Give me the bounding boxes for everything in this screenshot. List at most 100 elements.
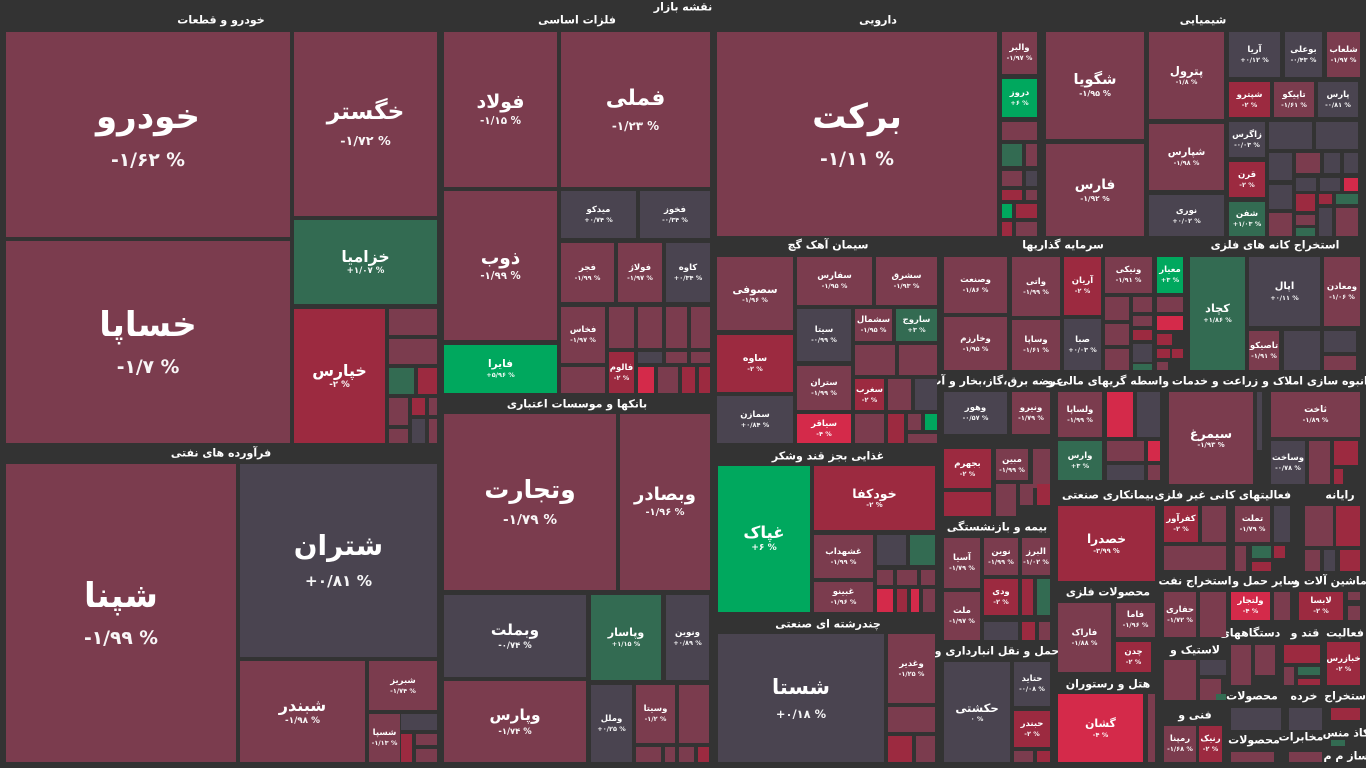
treemap-tile-small[interactable] — [416, 734, 437, 745]
treemap-tile-small[interactable] — [1157, 349, 1170, 358]
treemap-tile[interactable]: البرز -۱/۰۲ % — [1022, 538, 1050, 575]
treemap-tile-small[interactable] — [401, 734, 412, 762]
treemap-tile[interactable]: غشهداب -۱/۹۹ % — [814, 535, 873, 578]
treemap-tile-small[interactable] — [921, 570, 935, 585]
treemap-tile[interactable]: فولاد -۱/۱۵ % — [444, 32, 557, 187]
treemap-tile[interactable]: شبندر -۱/۹۸ % — [240, 661, 365, 762]
treemap-tile[interactable]: خساپا -۱/۷ % — [6, 241, 290, 443]
treemap-tile[interactable]: نوری +۰/۰۲ % — [1149, 195, 1224, 236]
treemap-tile-small[interactable] — [1296, 228, 1315, 236]
treemap-tile-small[interactable] — [1164, 660, 1196, 700]
treemap-tile[interactable]: میدکو +۰/۷۴ % — [561, 191, 636, 238]
treemap-tile[interactable]: خپارس -۲ % — [294, 309, 385, 443]
treemap-tile[interactable]: وصنعت -۱/۸۶ % — [944, 257, 1007, 313]
treemap-tile[interactable]: ونیکی -۱/۹۱ % — [1105, 257, 1152, 293]
treemap-tile[interactable]: فجر -۱/۹۹ % — [561, 243, 614, 302]
treemap-tile-small[interactable] — [1296, 153, 1320, 173]
treemap-tile-small[interactable] — [1344, 178, 1358, 191]
treemap-tile-small[interactable] — [1107, 392, 1133, 437]
treemap-tile-small[interactable] — [1296, 194, 1315, 211]
treemap-tile[interactable]: شتران +۰/۸۱ % — [240, 464, 437, 657]
treemap-tile-small[interactable] — [679, 685, 709, 743]
treemap-tile[interactable]: ودی -۲ % — [984, 579, 1018, 615]
treemap-tile[interactable]: شستا +۰/۱۸ % — [718, 634, 884, 762]
treemap-tile-small[interactable] — [1157, 297, 1183, 312]
treemap-tile[interactable]: ساوه -۲ % — [717, 335, 793, 392]
treemap-tile[interactable]: کفرآور -۲ % — [1164, 506, 1198, 542]
treemap-tile[interactable]: وملل +۰/۲۵ % — [591, 685, 632, 762]
treemap-tile-small[interactable] — [1269, 153, 1292, 180]
treemap-tile-small[interactable] — [1026, 190, 1037, 200]
treemap-tile[interactable]: سیاقر -۴ % — [797, 414, 851, 443]
treemap-tile-small[interactable] — [1137, 392, 1160, 437]
treemap-tile[interactable]: فاراک -۱/۸۸ % — [1058, 603, 1111, 672]
treemap-tile-small[interactable] — [1348, 592, 1360, 600]
treemap-tile-small[interactable] — [1002, 222, 1012, 236]
treemap-tile-small[interactable] — [1002, 122, 1037, 140]
treemap-tile[interactable]: ومعادن -۱/۰۶ % — [1324, 257, 1360, 326]
treemap-tile[interactable]: ساروج +۳ % — [896, 309, 937, 341]
treemap-tile-small[interactable] — [899, 345, 937, 375]
treemap-tile-small[interactable] — [1107, 441, 1144, 461]
treemap-tile[interactable]: سیتا -۰/۹۹ % — [797, 309, 851, 361]
treemap-tile-small[interactable] — [666, 307, 687, 348]
treemap-tile-small[interactable] — [1298, 679, 1320, 685]
treemap-tile-small[interactable] — [699, 367, 710, 393]
treemap-tile-small[interactable] — [1305, 550, 1320, 571]
treemap-tile-small[interactable] — [1026, 171, 1037, 186]
treemap-tile-small[interactable] — [1305, 506, 1333, 546]
treemap-tile[interactable]: لابسا -۲ % — [1299, 592, 1343, 620]
treemap-tile-small[interactable] — [1039, 622, 1050, 640]
treemap-tile-small[interactable] — [877, 535, 906, 565]
treemap-tile-small[interactable] — [1157, 334, 1172, 345]
treemap-tile-small[interactable] — [1022, 579, 1033, 615]
treemap-tile-small[interactable] — [1200, 592, 1226, 637]
treemap-tile-small[interactable] — [888, 414, 904, 443]
treemap-tile-small[interactable] — [1296, 215, 1315, 225]
treemap-tile-small[interactable] — [1164, 546, 1226, 570]
treemap-tile-small[interactable] — [1289, 708, 1322, 730]
treemap-tile-small[interactable] — [389, 398, 408, 425]
treemap-tile[interactable]: نوین -۱/۹۹ % — [984, 538, 1018, 575]
treemap-tile-small[interactable] — [412, 419, 425, 443]
treemap-tile-small[interactable] — [1340, 550, 1360, 571]
treemap-tile-small[interactable] — [908, 434, 937, 443]
treemap-tile-small[interactable] — [401, 714, 437, 730]
treemap-tile[interactable]: وتجارت -۱/۷۹ % — [444, 414, 616, 590]
treemap-tile-small[interactable] — [1334, 469, 1343, 484]
treemap-tile-small[interactable] — [888, 379, 911, 410]
treemap-tile[interactable]: ولتجار -۴ % — [1231, 592, 1270, 620]
treemap-tile[interactable]: صبا +۰/۰۳ % — [1064, 319, 1101, 370]
treemap-tile[interactable]: کچاد +۱/۸۶ % — [1190, 257, 1245, 370]
treemap-tile-small[interactable] — [1202, 506, 1226, 542]
treemap-tile-small[interactable] — [1133, 297, 1152, 312]
treemap-tile-small[interactable] — [1336, 194, 1358, 204]
treemap-tile-small[interactable] — [984, 622, 1018, 640]
treemap-tile-small[interactable] — [1284, 667, 1294, 685]
treemap-tile-small[interactable] — [1020, 484, 1033, 505]
treemap-tile-small[interactable] — [1331, 740, 1345, 746]
treemap-tile[interactable]: چدن -۲ % — [1116, 642, 1151, 672]
treemap-tile[interactable]: بوعلی -۰/۴۳ % — [1285, 32, 1322, 77]
treemap-tile-small[interactable] — [877, 589, 893, 612]
treemap-tile-small[interactable] — [888, 707, 935, 732]
treemap-tile[interactable]: حتاید -۰/۰۸ % — [1014, 662, 1050, 706]
treemap-tile[interactable]: قرن -۲ % — [1229, 162, 1265, 197]
treemap-tile-small[interactable] — [1016, 204, 1037, 218]
treemap-tile-small[interactable] — [1105, 349, 1129, 370]
treemap-tile-small[interactable] — [1002, 171, 1022, 186]
treemap-tile-small[interactable] — [1319, 194, 1332, 204]
treemap-tile-small[interactable] — [1336, 506, 1360, 546]
treemap-tile-small[interactable] — [1002, 144, 1022, 166]
treemap-tile-small[interactable] — [638, 367, 654, 393]
treemap-tile[interactable]: شپارس -۱/۹۸ % — [1149, 124, 1224, 190]
treemap-tile-small[interactable] — [429, 419, 437, 443]
treemap-tile-small[interactable] — [1320, 178, 1340, 191]
treemap-tile[interactable]: سشرق -۱/۹۳ % — [876, 257, 937, 305]
treemap-tile-small[interactable] — [1309, 441, 1330, 484]
treemap-tile-small[interactable] — [1289, 752, 1322, 762]
treemap-tile[interactable]: شفن +۱/۰۳ % — [1229, 202, 1265, 236]
treemap-tile-small[interactable] — [1016, 222, 1037, 236]
treemap-tile[interactable]: پترول -۱/۸ % — [1149, 32, 1224, 119]
treemap-tile[interactable]: سصوفی -۱/۹۶ % — [717, 257, 793, 330]
